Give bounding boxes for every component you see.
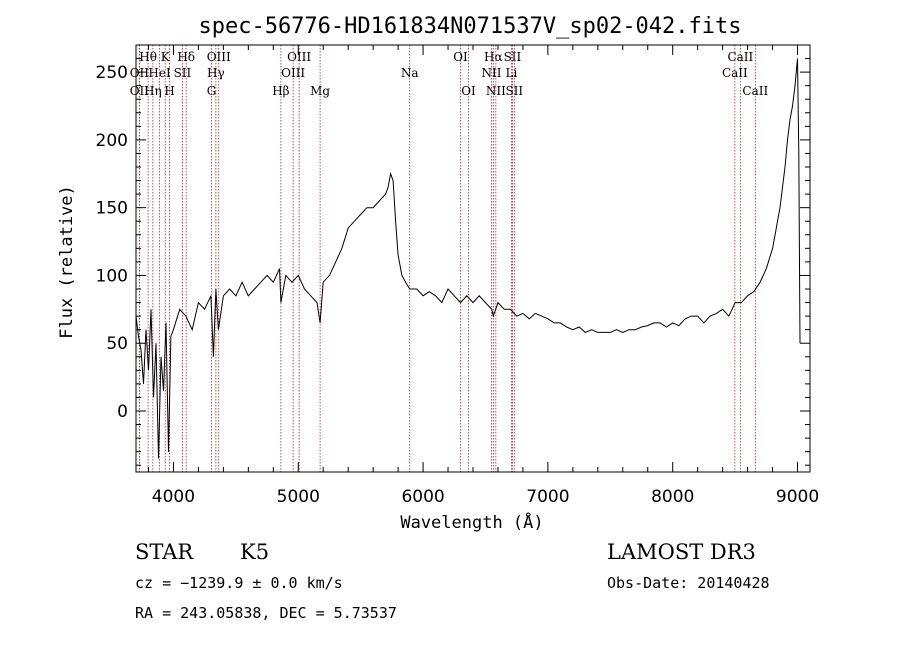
- y-tick-label: 200: [96, 131, 128, 151]
- x-axis: 4000 5000 6000 7000 8000 9000: [147, 45, 819, 507]
- y-tick-label: 0: [117, 402, 128, 422]
- line-marker-label: H: [164, 84, 174, 98]
- y-tick-label: 100: [96, 266, 128, 286]
- line-marker-label: SII: [505, 84, 523, 98]
- survey-name: LAMOST DR3: [607, 540, 756, 564]
- line-marker-label: G: [207, 84, 217, 98]
- line-marker-label: Hβ: [272, 84, 289, 98]
- line-marker-label: HeI: [148, 66, 171, 80]
- line-marker-label: OIII: [207, 50, 231, 64]
- x-tick-label: 7000: [526, 487, 569, 507]
- line-marker-label: CaII: [742, 84, 768, 98]
- x-tick-label: 6000: [401, 487, 444, 507]
- line-marker-label: OI: [461, 84, 476, 98]
- line-marker-label: K: [161, 50, 171, 64]
- line-marker-label: Li: [506, 66, 518, 80]
- y-axis: 0 50 100 150 200 250: [96, 58, 810, 466]
- line-marker-label: OIII: [287, 50, 311, 64]
- y-axis-label: Flux (relative): [57, 185, 77, 339]
- line-marker-label: OII: [130, 84, 150, 98]
- line-marker-label: SII: [504, 50, 522, 64]
- line-marker-label: NII: [481, 66, 501, 80]
- x-tick-label: 9000: [776, 487, 819, 507]
- spectrum-line: [135, 58, 801, 459]
- line-marker-label: SII: [174, 66, 192, 80]
- line-marker-label: Hθ: [139, 50, 157, 64]
- x-tick-label: 5000: [277, 487, 320, 507]
- line-marker-label: Hα: [484, 50, 503, 64]
- line-marker-label: Hη: [144, 84, 162, 98]
- x-axis-label: Wavelength (Å): [400, 511, 543, 533]
- redshift-cz: cz = −1239.9 ± 0.0 km/s: [135, 574, 343, 592]
- line-marker-label: Na: [401, 66, 419, 80]
- line-marker-label: CaII: [727, 50, 753, 64]
- observation-date: Obs-Date: 20140428: [607, 574, 770, 592]
- line-marker-label: Hγ: [207, 66, 225, 80]
- spectral-subclass: K5: [240, 540, 270, 564]
- y-tick-label: 150: [96, 199, 128, 219]
- line-marker-label: OIII: [281, 66, 305, 80]
- line-marker-label: OI: [453, 50, 468, 64]
- coordinates: RA = 243.05838, DEC = 5.73537: [135, 604, 397, 622]
- line-marker-label: Mg: [310, 84, 330, 98]
- object-class: STAR: [135, 540, 194, 564]
- x-tick-label: 8000: [651, 487, 694, 507]
- y-tick-label: 250: [96, 63, 128, 83]
- line-marker-label: NII: [486, 84, 506, 98]
- line-marker-label: CaII: [722, 66, 748, 80]
- y-tick-label: 50: [106, 334, 128, 354]
- line-marker-label: Hδ: [177, 50, 195, 64]
- chart-title: spec-56776-HD161834N071537V_sp02-042.fit…: [198, 14, 741, 39]
- plot-frame: [135, 44, 811, 473]
- x-tick-label: 4000: [152, 487, 195, 507]
